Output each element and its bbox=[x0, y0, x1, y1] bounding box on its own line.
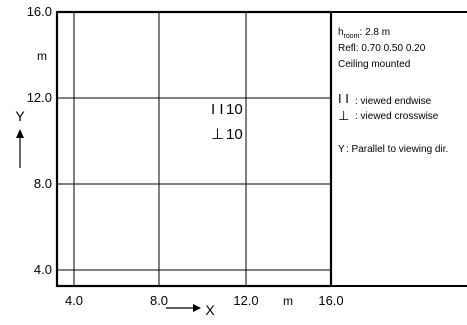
x-tick-label: 8.0 bbox=[150, 293, 168, 308]
x-axis-arrow-head bbox=[193, 304, 201, 312]
y-axis-arrow-head bbox=[16, 129, 24, 138]
y-tick-label: 16.0 bbox=[27, 4, 52, 19]
luminaire-endwise-symbol: I I bbox=[211, 101, 224, 118]
plan-frame bbox=[55, 10, 333, 288]
x-axis-indicator: X bbox=[166, 302, 215, 318]
x-axis-name: X bbox=[205, 302, 215, 318]
x-axis-labels: 4.0 8.0 12.0 m 16.0 bbox=[65, 293, 344, 308]
y-unit-label: m bbox=[37, 49, 47, 63]
x-tick-label: 4.0 bbox=[65, 293, 83, 308]
luminaire-markers: I I 10 ⊥ 10 bbox=[211, 101, 243, 143]
x-unit-label: m bbox=[283, 294, 293, 308]
legend-y-text: : Parallel to viewing dir. bbox=[346, 144, 448, 155]
legend-mounting: Ceiling mounted bbox=[338, 59, 410, 70]
legend-endwise-symbol: I I bbox=[338, 91, 349, 106]
x-tick-label: 16.0 bbox=[318, 293, 343, 308]
luminaire-crosswise-count: 10 bbox=[226, 126, 243, 143]
y-axis-name: Y bbox=[15, 108, 25, 124]
y-axis-indicator: Y bbox=[15, 108, 25, 168]
legend-crosswise-text: : viewed crosswise bbox=[355, 111, 439, 122]
y-axis-labels: 16.0 m 12.0 8.0 4.0 bbox=[27, 4, 52, 277]
legend-y-symbol: Y bbox=[338, 144, 345, 155]
legend-panel: hroom: 2.8 m Refl: 0.70 0.50 0.20 Ceilin… bbox=[331, 11, 467, 287]
legend-room-height: hroom: 2.8 m bbox=[338, 27, 390, 40]
luminaire-crosswise-symbol: ⊥ bbox=[211, 126, 224, 143]
y-tick-label: 4.0 bbox=[34, 262, 52, 277]
legend-endwise-text: : viewed endwise bbox=[355, 96, 432, 107]
y-tick-label: 12.0 bbox=[27, 90, 52, 105]
legend-crosswise-symbol: ⊥ bbox=[338, 108, 349, 123]
luminaire-endwise-count: 10 bbox=[226, 101, 243, 118]
legend-reflectances: Refl: 0.70 0.50 0.20 bbox=[338, 43, 426, 54]
plan-grid bbox=[55, 10, 333, 288]
y-tick-label: 8.0 bbox=[34, 176, 52, 191]
x-tick-label: 12.0 bbox=[233, 293, 258, 308]
